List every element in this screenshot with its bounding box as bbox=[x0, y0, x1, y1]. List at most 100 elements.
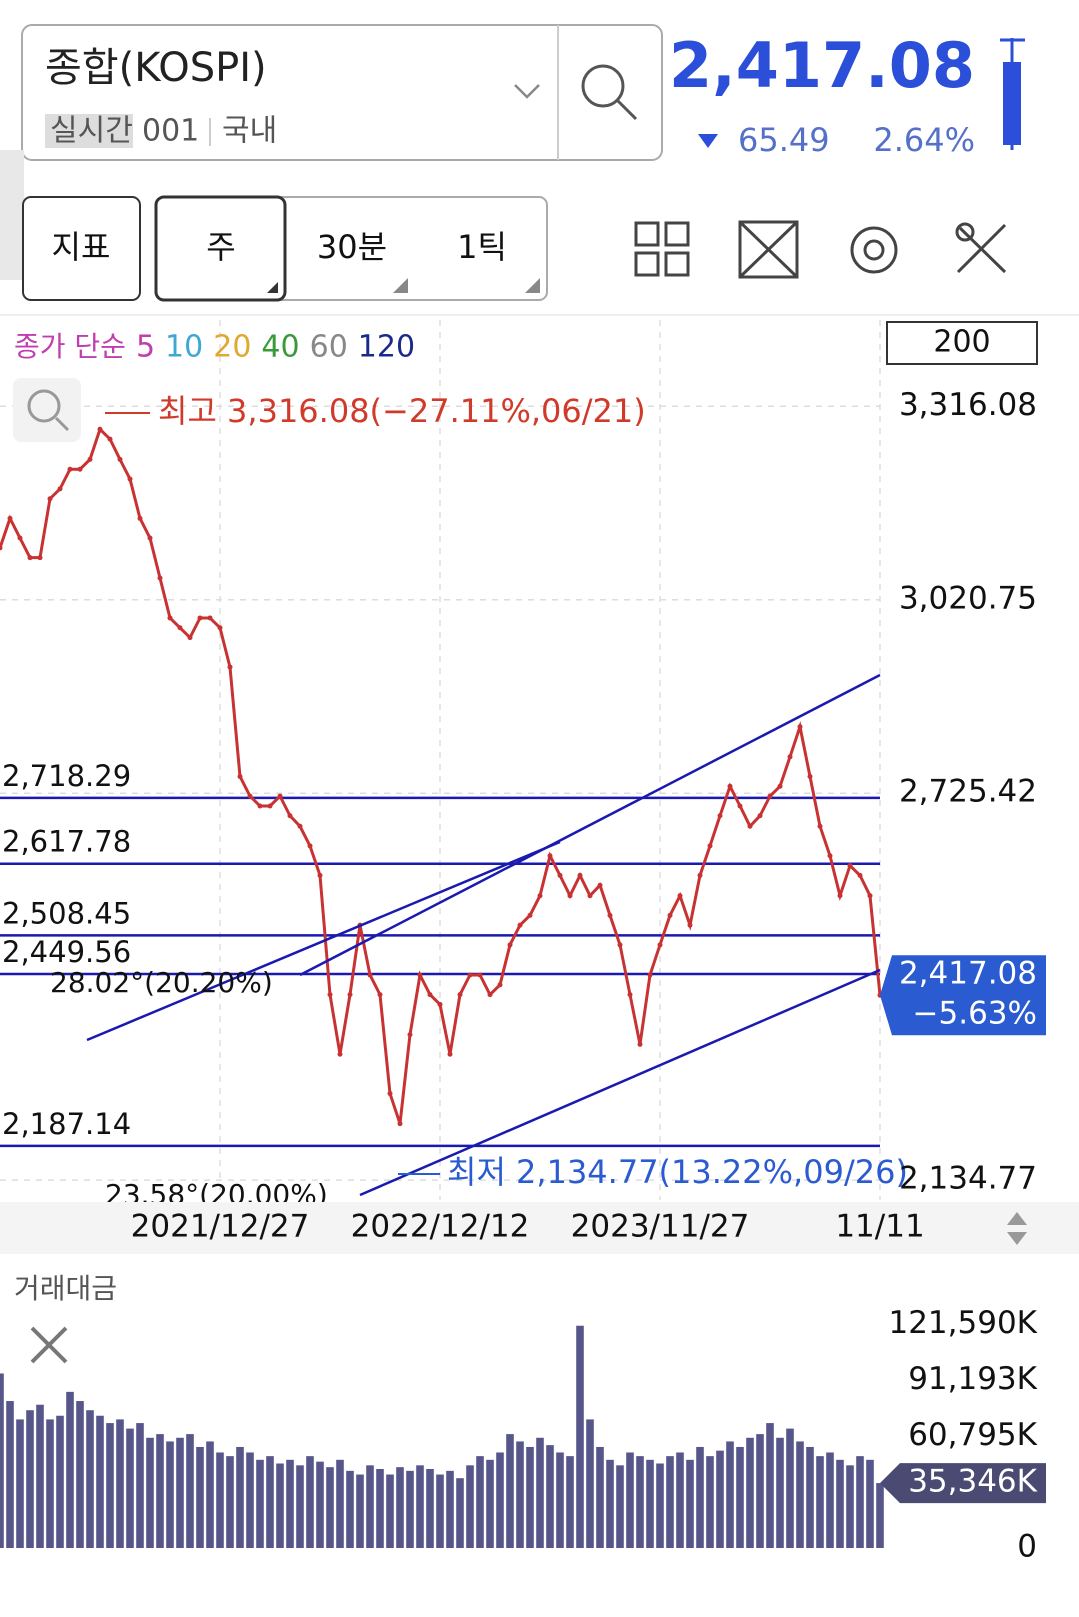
zoom-in-icon bbox=[27, 389, 61, 423]
button-label: 지표 bbox=[52, 228, 111, 266]
price-point bbox=[307, 843, 313, 849]
tools-icon[interactable] bbox=[955, 222, 1007, 274]
button-label[interactable]: 1틱 bbox=[457, 228, 507, 266]
symbol: 종합(KOSPI) bbox=[45, 45, 267, 91]
price-point bbox=[217, 625, 223, 631]
price-point bbox=[117, 456, 123, 462]
count-box[interactable] bbox=[886, 321, 1038, 365]
price-point bbox=[567, 893, 573, 899]
volume-bar bbox=[476, 1456, 484, 1548]
volume-bar bbox=[196, 1446, 204, 1548]
volume-bar bbox=[616, 1465, 624, 1548]
volume-bar bbox=[706, 1456, 714, 1548]
volume-bar bbox=[576, 1325, 584, 1548]
price-point bbox=[777, 783, 783, 789]
price-point bbox=[797, 724, 803, 730]
price-point bbox=[727, 783, 733, 789]
y-tick-label: 60,795K bbox=[908, 1417, 1037, 1453]
panel-title: 거래대금 bbox=[14, 1272, 117, 1305]
price-point bbox=[317, 872, 323, 878]
price-point bbox=[347, 992, 353, 998]
price-point bbox=[807, 773, 813, 779]
price-point bbox=[37, 555, 43, 561]
price-point bbox=[277, 793, 283, 799]
volume-bar bbox=[846, 1465, 854, 1548]
side-tab[interactable] bbox=[0, 150, 24, 280]
low-note: 최저 2,134.77(13.22%,09/26) bbox=[447, 1153, 908, 1191]
volume-bar bbox=[46, 1419, 54, 1548]
button-label[interactable]: 30분 bbox=[317, 228, 387, 266]
layout-icon[interactable] bbox=[634, 221, 690, 277]
price-point bbox=[87, 456, 93, 462]
volume-bar bbox=[416, 1465, 424, 1548]
volume-bar bbox=[436, 1474, 444, 1548]
price-point bbox=[97, 426, 103, 432]
volume-bar bbox=[156, 1434, 164, 1548]
price-point bbox=[647, 972, 653, 978]
volume-bar bbox=[316, 1461, 324, 1548]
corner bbox=[525, 278, 540, 293]
price-point bbox=[127, 476, 133, 482]
scroll-icon[interactable] bbox=[1007, 1212, 1027, 1225]
volume-bar bbox=[146, 1437, 154, 1548]
search-icon[interactable] bbox=[581, 64, 625, 108]
volume-bar bbox=[56, 1415, 64, 1548]
price-point bbox=[67, 466, 73, 472]
legend-item: 60 bbox=[310, 330, 348, 365]
button[interactable] bbox=[22, 196, 141, 301]
volume-bar bbox=[346, 1470, 354, 1548]
price-point bbox=[137, 515, 143, 521]
corner bbox=[393, 278, 408, 293]
volume-bar bbox=[726, 1441, 734, 1548]
button-selected[interactable] bbox=[154, 195, 287, 302]
volume-bar bbox=[306, 1456, 314, 1548]
scroll-icon[interactable] bbox=[1007, 1232, 1027, 1245]
close-icon[interactable] bbox=[30, 1326, 68, 1364]
level-label: 2,718.29 bbox=[2, 759, 131, 793]
price-point bbox=[207, 615, 213, 621]
volume-bar bbox=[366, 1465, 374, 1548]
volume-bar bbox=[776, 1437, 784, 1548]
price-point bbox=[627, 992, 633, 998]
candle-icon bbox=[1003, 62, 1021, 145]
price: 2,417.08 bbox=[669, 29, 975, 102]
volume-bar bbox=[266, 1456, 274, 1548]
volume-bar bbox=[526, 1446, 534, 1548]
volume-bar bbox=[276, 1463, 284, 1548]
last-volume: 35,346K bbox=[908, 1464, 1037, 1500]
price-point bbox=[47, 496, 53, 502]
y-tick-label: 121,590K bbox=[888, 1305, 1037, 1341]
price-point bbox=[447, 1051, 453, 1057]
volume-bar bbox=[876, 1483, 884, 1548]
price-point bbox=[457, 992, 463, 998]
search-icon bbox=[616, 99, 638, 121]
price-point bbox=[747, 823, 753, 829]
button-label: 주 bbox=[206, 228, 235, 266]
volume-bar bbox=[356, 1474, 364, 1548]
volume-bar bbox=[456, 1478, 464, 1548]
settings-icon[interactable] bbox=[850, 226, 898, 274]
zoom-in[interactable] bbox=[13, 378, 81, 442]
volume-bar bbox=[216, 1452, 224, 1548]
volume-bar bbox=[866, 1459, 874, 1548]
trend-lines bbox=[86, 673, 881, 1197]
legend-item: 10 bbox=[165, 330, 203, 365]
symbol-box[interactable] bbox=[21, 24, 663, 161]
volume-bar bbox=[836, 1459, 844, 1548]
price-point bbox=[657, 942, 663, 948]
volume-bar bbox=[546, 1445, 554, 1548]
expand-icon[interactable] bbox=[738, 220, 799, 279]
last-change: −5.63% bbox=[913, 996, 1037, 1032]
volume-bar bbox=[206, 1441, 214, 1548]
price-point bbox=[857, 872, 863, 878]
volume-bar bbox=[36, 1404, 44, 1548]
legend-item: 20 bbox=[213, 330, 251, 365]
y-tick-label: 2,134.77 bbox=[899, 1161, 1037, 1197]
dropdown-icon[interactable] bbox=[514, 84, 540, 99]
price-point bbox=[157, 575, 163, 581]
price-point bbox=[587, 893, 593, 899]
last-price: 2,417.08 bbox=[899, 956, 1037, 992]
price-point bbox=[267, 803, 273, 809]
price-point bbox=[0, 545, 3, 551]
